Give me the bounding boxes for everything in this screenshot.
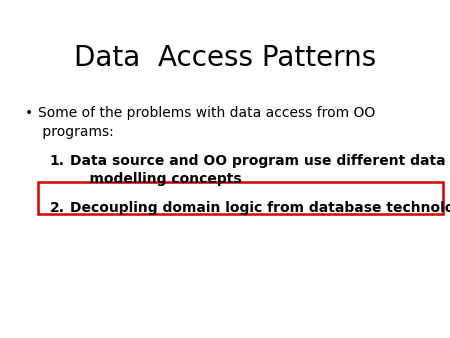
Text: Decoupling domain logic from database technology: Decoupling domain logic from database te… — [70, 201, 450, 215]
Text: •: • — [25, 106, 33, 120]
Text: Some of the problems with data access from OO
 programs:: Some of the problems with data access fr… — [38, 106, 375, 139]
Text: Data  Access Patterns: Data Access Patterns — [74, 44, 376, 72]
Text: Data source and OO program use different data
    modelling concepts: Data source and OO program use different… — [70, 154, 446, 186]
Text: 1.: 1. — [50, 154, 64, 168]
Text: 2.: 2. — [50, 201, 64, 215]
